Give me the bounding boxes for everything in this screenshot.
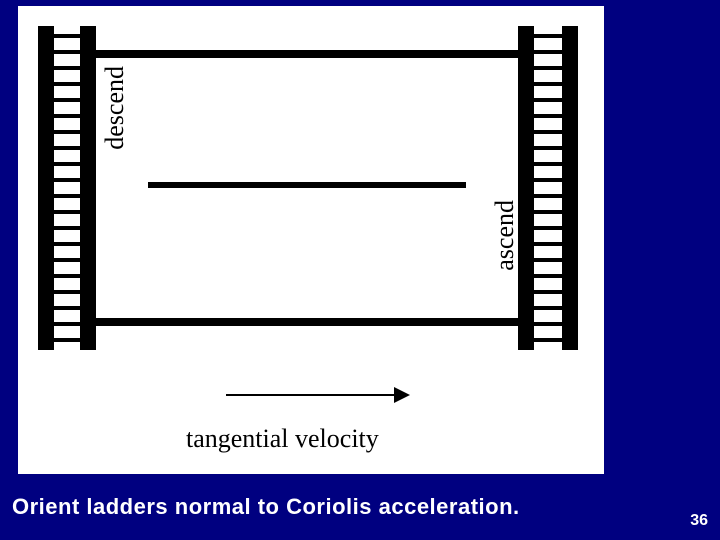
right-ladder-rung <box>534 82 562 86</box>
left-ladder-rung <box>54 322 80 326</box>
left-ladder-rung <box>54 338 80 342</box>
right-ladder-outer-rail <box>562 26 578 350</box>
left-ladder-outer-rail <box>38 26 54 350</box>
right-ladder-rung <box>534 34 562 38</box>
label-ascend: ascend <box>490 200 520 271</box>
right-ladder-rung <box>534 210 562 214</box>
left-ladder-rung <box>54 194 80 198</box>
slide-caption: Orient ladders normal to Coriolis accele… <box>12 494 520 520</box>
left-ladder-rung <box>54 82 80 86</box>
left-ladder-rung <box>54 50 80 54</box>
right-ladder-rung <box>534 226 562 230</box>
tangential-velocity-arrow-head <box>394 387 410 403</box>
right-ladder-rung <box>534 290 562 294</box>
right-ladder-rung <box>534 274 562 278</box>
page-number: 36 <box>690 512 708 530</box>
left-ladder-rung <box>54 130 80 134</box>
right-ladder-rung <box>534 66 562 70</box>
left-ladder-inner-rail <box>80 26 96 350</box>
right-ladder-rung <box>534 98 562 102</box>
tangential-velocity-arrow-shaft <box>226 394 394 396</box>
left-ladder-rung <box>54 162 80 166</box>
left-ladder-rung <box>54 34 80 38</box>
left-ladder-rung <box>54 210 80 214</box>
label-tangential-velocity: tangential velocity <box>186 424 379 454</box>
label-descend: descend <box>100 66 130 150</box>
right-ladder-rung <box>534 194 562 198</box>
right-ladder-rung <box>534 50 562 54</box>
right-ladder-rung <box>534 162 562 166</box>
left-ladder-rung <box>54 290 80 294</box>
left-ladder-rung <box>54 98 80 102</box>
left-ladder-rung <box>54 66 80 70</box>
right-ladder-rung <box>534 242 562 246</box>
left-ladder-rung <box>54 258 80 262</box>
beam-bottom <box>94 318 518 326</box>
beam-top <box>94 50 518 58</box>
left-ladder-rung <box>54 242 80 246</box>
right-ladder-inner-rail <box>518 26 534 350</box>
left-ladder-rung <box>54 146 80 150</box>
right-ladder-rung <box>534 338 562 342</box>
right-ladder-rung <box>534 306 562 310</box>
left-ladder-rung <box>54 226 80 230</box>
left-ladder-rung <box>54 306 80 310</box>
beam-middle <box>148 182 466 188</box>
left-ladder-rung <box>54 274 80 278</box>
right-ladder-rung <box>534 146 562 150</box>
right-ladder-rung <box>534 322 562 326</box>
right-ladder-rung <box>534 178 562 182</box>
left-ladder-rung <box>54 178 80 182</box>
left-ladder-rung <box>54 114 80 118</box>
right-ladder-rung <box>534 114 562 118</box>
right-ladder-rung <box>534 130 562 134</box>
right-ladder-rung <box>534 258 562 262</box>
